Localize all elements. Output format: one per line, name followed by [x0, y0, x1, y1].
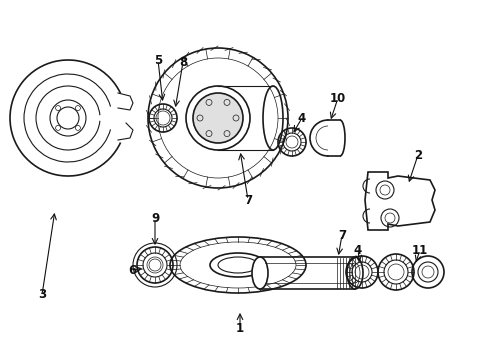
Circle shape: [193, 93, 243, 143]
Text: 6: 6: [128, 264, 136, 276]
Text: 3: 3: [38, 288, 46, 302]
Text: 4: 4: [298, 112, 306, 125]
Text: 4: 4: [354, 243, 362, 257]
Text: 1: 1: [236, 321, 244, 334]
Text: 8: 8: [179, 55, 187, 68]
Text: 10: 10: [330, 91, 346, 104]
Text: 2: 2: [414, 149, 422, 162]
Text: 5: 5: [154, 54, 162, 67]
Ellipse shape: [347, 257, 363, 289]
Polygon shape: [365, 172, 435, 230]
Text: 9: 9: [151, 212, 159, 225]
Text: 11: 11: [412, 243, 428, 257]
Ellipse shape: [252, 257, 268, 289]
Text: 7: 7: [338, 229, 346, 242]
Text: 7: 7: [244, 194, 252, 207]
